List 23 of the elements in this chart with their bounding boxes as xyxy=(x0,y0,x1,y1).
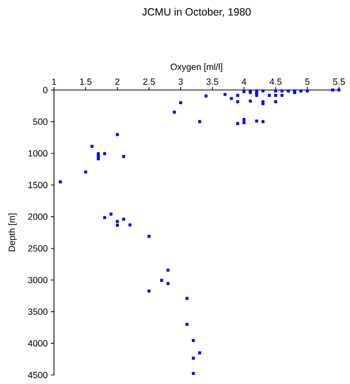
chart-title: JCMU in October, 1980 xyxy=(142,8,251,17)
y-tick-label: 0 xyxy=(43,86,48,94)
y-tick-label: 4000 xyxy=(28,340,48,347)
x-tick-label: 1.5 xyxy=(80,78,92,85)
y-axis-title: Depth [m] xyxy=(8,214,17,252)
x-tick-label: 5.5 xyxy=(333,78,345,85)
y-tick-label: 3000 xyxy=(28,276,48,284)
x-tick-label: 4.5 xyxy=(270,78,282,85)
x-tick-label: 3.5 xyxy=(206,78,218,85)
x-tick-label: 5 xyxy=(305,78,310,85)
x-tick-label: 1 xyxy=(52,78,56,85)
x-tick-label: 2.5 xyxy=(143,78,155,85)
y-tick-label: 4500 xyxy=(28,372,48,378)
y-tick-label: 3500 xyxy=(28,308,48,315)
y-tick-label: 500 xyxy=(33,118,48,125)
x-tick-label: 2 xyxy=(115,78,120,85)
x-tick-label: 4 xyxy=(242,78,246,85)
x-tick-label: 3 xyxy=(178,78,183,85)
y-tick-label: 1500 xyxy=(28,182,48,188)
y-tick-label: 2000 xyxy=(28,213,48,220)
y-tick-label: 1000 xyxy=(28,150,48,157)
y-tick-label: 2500 xyxy=(28,245,48,252)
x-axis-title: Oxygen [ml/l] xyxy=(170,63,222,72)
